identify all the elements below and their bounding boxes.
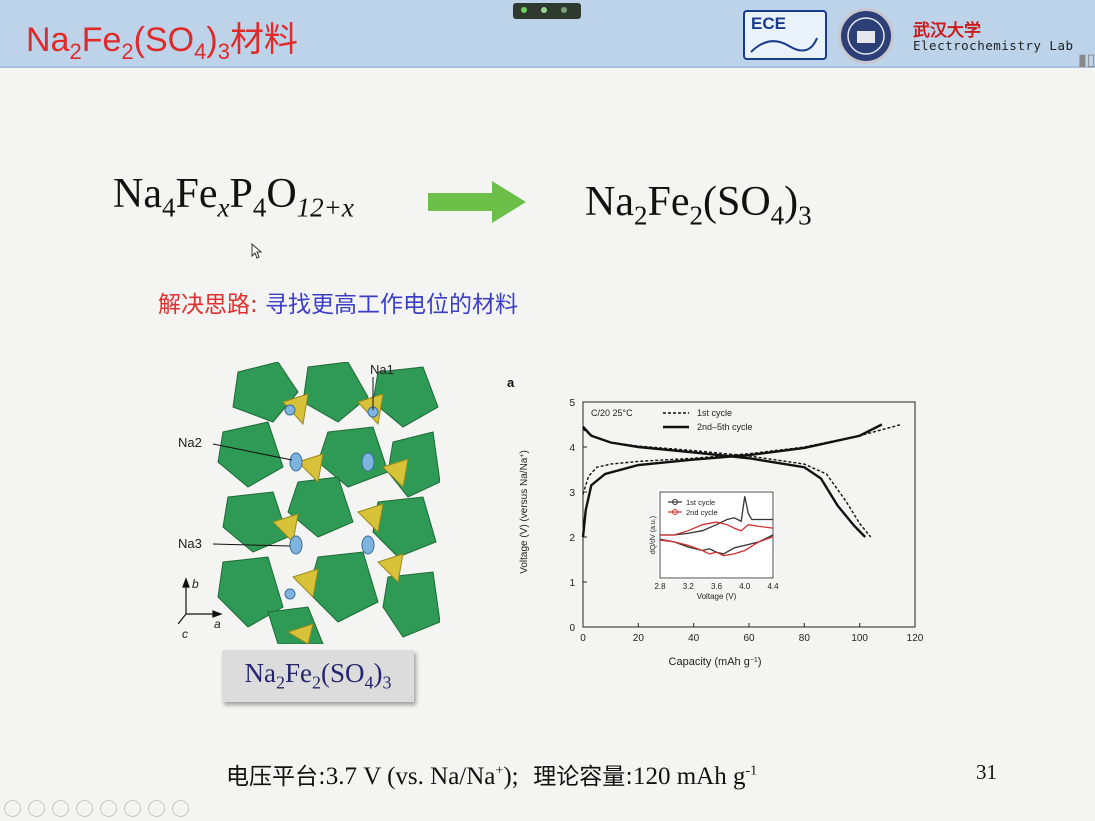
chart-y-axis-label: Voltage (V) (versus Na/Na+) [519,450,531,574]
more-icon[interactable] [172,800,189,817]
x-tick-label: 60 [743,633,755,644]
inset-series-1 [660,521,774,536]
y-tick-label: 5 [569,398,575,409]
axis-c-label: c [182,627,188,641]
chart-x-axis-label: Capacity (mAh g−1) [669,656,762,668]
inset-x-tick-label: 3.6 [711,582,723,591]
chart-panel-label: a [507,375,515,390]
x-tick-label: 40 [688,633,700,644]
y-tick-label: 3 [569,488,575,499]
slide-title: Na2Fe2(SO4)3材料 [26,21,298,64]
x-tick-label: 0 [580,633,586,644]
presentation-toolbar[interactable] [4,800,196,821]
formula-right: Na2Fe2(SO4)3 [585,179,812,231]
series-line-2 [581,423,883,538]
prev-slide-icon[interactable] [4,800,21,817]
x-tick-label: 80 [799,633,811,644]
label-na2: Na2 [178,435,202,450]
side-panel-icon[interactable]: ▮▯ [1078,50,1095,69]
inset-x-tick-label: 4.4 [767,582,779,591]
page-number: 31 [976,760,997,784]
voltage-label: 电压平台: [226,764,326,790]
y-tick-label: 1 [569,578,575,589]
idea-lead: 解决思路: [158,292,258,318]
university-seal-icon [838,8,894,64]
ece-logo: ECE [743,10,827,60]
x-tick-label: 120 [907,633,924,644]
chart-condition: C/20 25°C [591,408,633,418]
capacity-value: 120 mAh g-1 [632,763,758,790]
legend-1st-cycle: 1st cycle [697,408,732,418]
axes-indicator [178,577,223,625]
camera-icon [521,7,527,13]
y-tick-label: 0 [569,623,575,634]
series-line-0 [582,423,902,495]
series-line-3 [582,425,867,538]
axis-b-label: b [192,577,199,591]
crystal-structure-image: Na1 Na2 Na3 b a c [178,362,440,644]
signal-icon [561,7,567,13]
x-tick-label: 20 [633,633,645,644]
label-na1: Na1 [370,362,394,377]
axis-a-label: a [214,617,221,631]
screen-icon[interactable] [148,800,165,817]
zoom-icon[interactable] [100,800,117,817]
y-tick-label: 4 [569,443,575,454]
voltage-value: 3.7 V (vs. Na/Na+); [325,763,519,790]
x-tick-label: 100 [851,633,868,644]
next-slide-icon[interactable] [28,800,45,817]
inset-series-0 [660,496,773,536]
y-tick-label: 2 [569,533,575,544]
structure-caption: Na2Fe2(SO4)3 [244,658,392,693]
inset-x-tick-label: 2.8 [654,582,666,591]
inset-x-tick-label: 3.2 [683,582,695,591]
inset-legend-2: 2nd cycle [686,508,718,517]
lab-name: Electrochemistry Lab [913,38,1074,53]
inset-y-label: dQ/dV (a.u.) [650,516,657,554]
legend-2nd-5th-cycle: 2nd–5th cycle [697,422,753,432]
inset-x-tick-label: 4.0 [739,582,751,591]
solution-idea: 解决思路: 寻找更高工作电位的材料 [158,285,518,319]
camera-status-bar[interactable] [513,3,581,19]
inset-series-3 [659,536,774,557]
university-name: 武汉大学 [913,21,981,41]
voltage-capacity-chart: a C/20 25°C 0 20 40 60 80 100 120 0 1 2 3 4 5 2.8 3.2… [507,375,924,668]
ece-logo-graphic [750,37,818,53]
grid-icon[interactable] [124,800,141,817]
label-na3: Na3 [178,536,202,551]
inset-legend-marker-1 [672,499,678,505]
highlighter-icon[interactable] [76,800,93,817]
ece-logo-text: ECE [751,14,786,33]
inset-legend-marker-2 [672,509,678,515]
summary-line: 电压平台:3.7 V (vs. Na/Na+); 理论容量:120 mAh g-… [226,757,757,791]
pen-icon[interactable] [52,800,69,817]
mic-icon [541,7,547,13]
right-arrow-icon [428,181,526,223]
formula-left: Na4FexP4O12+x [113,171,354,223]
capacity-label: 理论容量: [533,764,633,790]
inset-x-label: Voltage (V) [697,592,737,601]
inset-legend-1: 1st cycle [686,498,715,507]
idea-text: 寻找更高工作电位的材料 [257,292,519,318]
structure-caption-box: Na2Fe2(SO4)3 [222,650,414,702]
mouse-cursor-icon [251,243,263,259]
